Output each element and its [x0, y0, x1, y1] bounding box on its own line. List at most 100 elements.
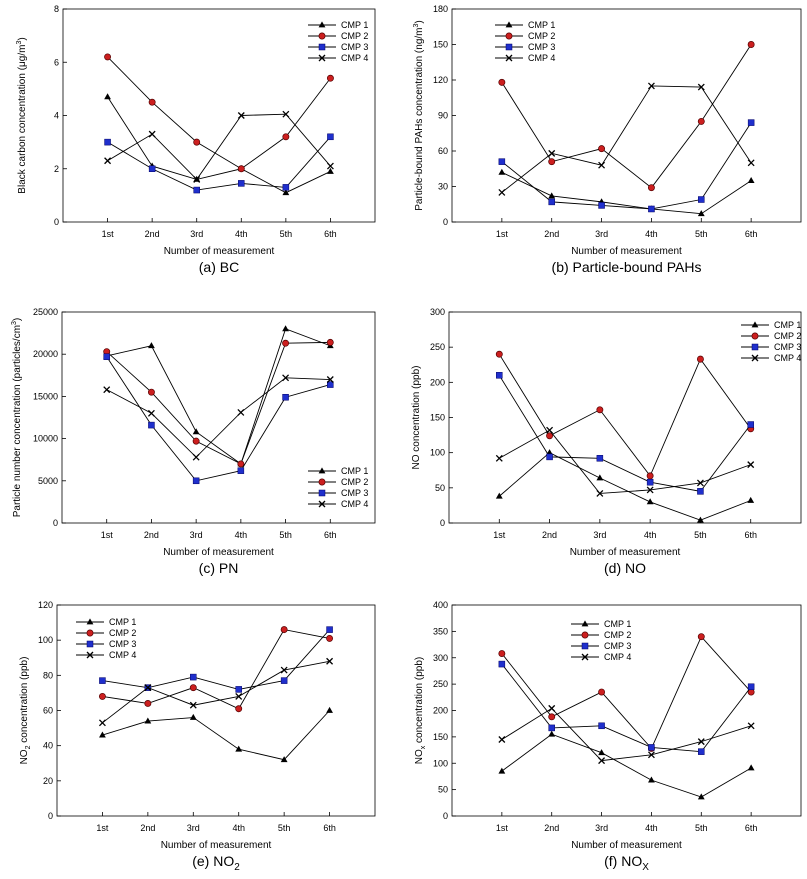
- data-point-cmp1: [144, 717, 152, 724]
- x-axis-label: Number of measurement: [164, 246, 275, 257]
- x-tick-label: 2nd: [140, 823, 155, 833]
- legend-label-cmp1: CMP 1: [604, 619, 631, 629]
- y-axis-label-main: NO: [414, 749, 425, 764]
- y-axis-label: Black carbon concentration (μg/m3): [16, 37, 28, 193]
- y-axis-label-tail: ): [12, 318, 23, 321]
- legend-marker-cmp3: [318, 489, 326, 497]
- x-tick-label: 2nd: [544, 823, 559, 833]
- y-tick-label: 8: [54, 4, 59, 14]
- data-point-cmp4: [104, 157, 112, 165]
- y-tick-label: 300: [433, 653, 448, 663]
- data-point-cmp3: [648, 744, 655, 751]
- data-point-cmp3: [646, 478, 654, 486]
- data-point-cmp3: [496, 372, 503, 379]
- x-tick-label: 5th: [280, 229, 293, 239]
- series-line-cmp1: [102, 710, 330, 761]
- legend-marker-cmp3: [581, 642, 589, 650]
- series-line-cmp3: [106, 356, 331, 482]
- x-tick-label: 3rd: [595, 229, 608, 239]
- data-point-cmp3: [104, 138, 111, 146]
- data-point-cmp4: [282, 374, 290, 382]
- chart-c: 0 5000 10000 15000 20000 25000 1st 2nd 3rd 4th 5th…: [11, 307, 376, 576]
- data-point-cmp2: [235, 705, 243, 713]
- data-point-cmp1: [99, 731, 106, 738]
- y-tick-label: 40: [43, 741, 53, 751]
- y-tick-label: 300: [430, 307, 445, 317]
- y-tick-label: 80: [43, 670, 53, 680]
- series-line-cmp1: [501, 733, 752, 798]
- y-tick-label: 0: [53, 518, 58, 528]
- data-point-cmp3: [548, 724, 555, 732]
- chart-f: 0 50 100 150 200 250 300 350 400 1st 2nd 3rd 4th 5th 6…: [414, 600, 802, 873]
- y-tick-label: 200: [433, 706, 448, 716]
- chart-d: 0 50 100 150 200 250 300 1st 2nd 3rd 4th 5th 6th Numb…: [411, 307, 802, 576]
- data-point-cmp4: [747, 159, 755, 167]
- chart-caption: (c) PN: [199, 560, 239, 576]
- data-point-cmp3: [697, 488, 704, 495]
- y-tick-label: 20000: [33, 349, 58, 359]
- y-tick-label: 100: [38, 635, 53, 645]
- x-tick-label: 3rd: [595, 823, 608, 833]
- data-point-cmp4: [103, 386, 111, 394]
- x-tick-label: 4th: [645, 229, 658, 239]
- legend-marker-cmp1: [581, 620, 589, 627]
- x-tick-label: 4th: [644, 530, 657, 540]
- legend-marker-cmp1: [505, 21, 513, 28]
- data-point-cmp3: [747, 119, 755, 126]
- chart-caption: (d) NO: [604, 560, 646, 576]
- y-tick-label: 15000: [33, 391, 58, 401]
- y-axis-label-script: 3: [16, 41, 23, 45]
- legend-label-cmp4: CMP 4: [341, 499, 368, 509]
- y-tick-label: 100: [430, 448, 445, 458]
- legend-marker-cmp2: [581, 631, 589, 639]
- data-point-cmp1: [104, 93, 111, 100]
- data-point-cmp3: [747, 421, 754, 428]
- legend-label-cmp3: CMP 3: [109, 639, 136, 649]
- y-axis-label-tail: ): [414, 20, 425, 23]
- data-point-cmp2: [282, 133, 290, 141]
- data-point-cmp3: [648, 205, 655, 213]
- data-point-cmp2: [147, 388, 155, 396]
- y-tick-label: 120: [38, 600, 53, 610]
- data-point-cmp2: [326, 74, 334, 82]
- data-point-cmp2: [280, 626, 288, 634]
- data-point-cmp3: [192, 477, 200, 485]
- y-axis-label-script: 3: [413, 24, 420, 28]
- chart-caption-main: (d) NO: [604, 560, 646, 576]
- y-axis-label-main: NO: [19, 749, 30, 764]
- data-point-cmp3: [498, 660, 506, 668]
- plot-frame: [62, 8, 376, 223]
- x-tick-label: 2nd: [144, 530, 159, 540]
- data-point-cmp1: [498, 767, 506, 774]
- x-tick-label: 2nd: [145, 229, 160, 239]
- x-tick-label: 4th: [232, 823, 245, 833]
- legend-label-cmp2: CMP 2: [774, 331, 801, 341]
- y-tick-label: 25000: [33, 307, 58, 317]
- data-point-cmp4: [498, 736, 506, 743]
- legend-label-cmp4: CMP 4: [528, 53, 555, 63]
- legend-marker-cmp2: [318, 32, 326, 40]
- data-point-cmp3: [498, 158, 506, 165]
- data-point-cmp1: [548, 730, 556, 737]
- y-tick-label: 0: [443, 811, 448, 821]
- data-point-cmp3: [698, 196, 705, 203]
- series-line-cmp2: [501, 44, 752, 189]
- legend-marker-cmp2: [751, 332, 759, 340]
- x-tick-label: 3rd: [593, 530, 606, 540]
- data-point-cmp4: [235, 692, 243, 700]
- x-axis-label: Number of measurement: [163, 547, 274, 558]
- y-tick-label: 200: [430, 377, 445, 387]
- data-point-cmp3: [546, 453, 553, 461]
- data-point-cmp4: [98, 719, 106, 727]
- data-point-cmp4: [647, 751, 655, 759]
- data-point-cmp3: [193, 186, 200, 194]
- x-tick-label: 1st: [101, 530, 114, 540]
- legend-marker-cmp1: [318, 21, 326, 28]
- chart-e: 0 20 40 60 80 100 120 1st 2nd 3rd 4th 5th 6th Number …: [19, 600, 376, 873]
- y-tick-label: 180: [433, 4, 448, 14]
- data-point-cmp1: [697, 793, 705, 800]
- x-tick-label: 1st: [96, 823, 109, 833]
